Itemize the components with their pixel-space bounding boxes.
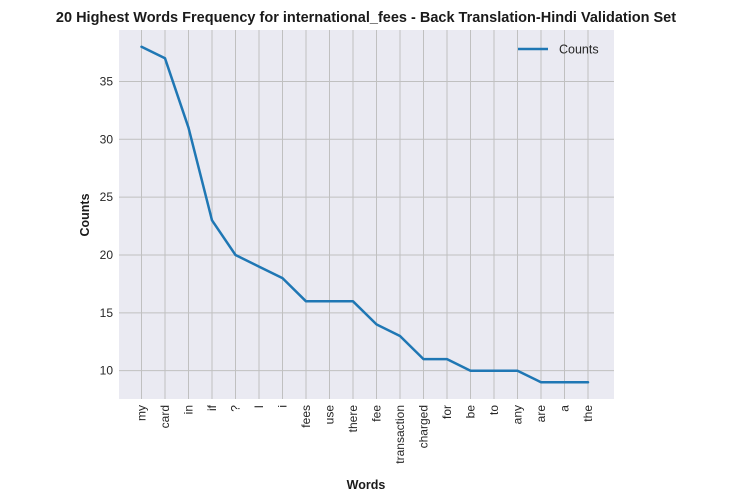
x-tick-label: be <box>464 405 478 419</box>
x-tick-label: for <box>440 405 454 419</box>
series-line-counts <box>140 45 590 384</box>
x-tick-label: if <box>205 404 219 411</box>
x-axis-label: Words <box>347 478 386 492</box>
x-tick-label: in <box>182 405 196 414</box>
y-tick-labels: 10 15 20 25 30 35 <box>100 74 114 377</box>
y-tick-label: 15 <box>100 306 114 320</box>
y-tick-label: 35 <box>100 74 114 88</box>
legend: Counts <box>518 43 599 57</box>
x-tick-label: i <box>276 405 290 408</box>
y-tick-label: 25 <box>100 190 114 204</box>
x-tick-label: charged <box>417 405 431 448</box>
series-group <box>140 45 590 384</box>
chart-title: 20 Highest Words Frequency for internati… <box>56 10 676 26</box>
x-tick-label: I <box>252 405 266 408</box>
x-tick-label: ? <box>229 405 243 412</box>
x-tick-label: are <box>534 405 548 423</box>
grid-lines <box>119 30 614 399</box>
y-tick-label: 10 <box>100 364 114 378</box>
x-tick-label: fee <box>370 405 384 422</box>
x-tick-label: a <box>558 405 572 412</box>
x-tick-label: the <box>581 405 595 422</box>
x-tick-label: any <box>511 405 525 424</box>
x-tick-label: use <box>323 405 337 425</box>
y-axis-label: Counts <box>78 193 92 236</box>
x-tick-label: fees <box>299 405 313 428</box>
x-tick-label: there <box>346 405 360 433</box>
legend-label-counts: Counts <box>559 43 599 57</box>
y-tick-label: 30 <box>100 132 114 146</box>
x-tick-label: to <box>487 405 501 415</box>
x-tick-label: my <box>135 405 149 421</box>
x-tick-label: card <box>158 405 172 428</box>
plot-area <box>119 30 614 399</box>
y-tick-label: 20 <box>100 248 114 262</box>
x-tick-label: transaction <box>393 405 407 464</box>
